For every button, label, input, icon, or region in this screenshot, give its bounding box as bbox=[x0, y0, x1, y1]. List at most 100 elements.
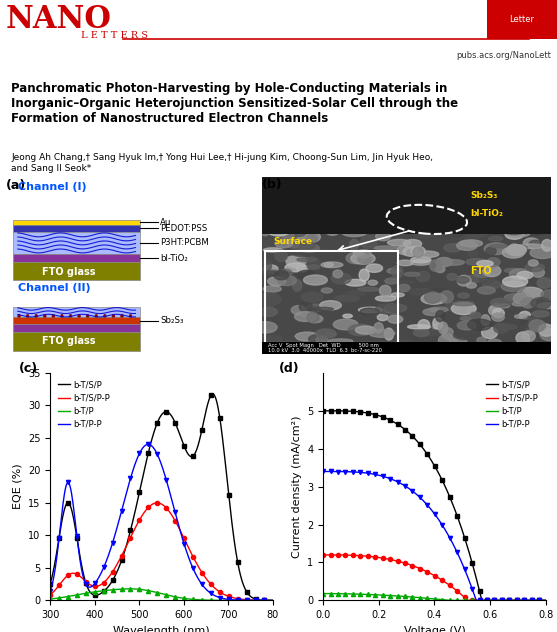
b-T/S/P-P bbox=[320, 551, 326, 559]
Ellipse shape bbox=[359, 307, 382, 313]
Text: (c): (c) bbox=[19, 362, 38, 375]
Ellipse shape bbox=[513, 245, 527, 251]
Ellipse shape bbox=[501, 224, 527, 234]
b-T/P-P bbox=[265, 597, 271, 604]
b-T/P bbox=[452, 597, 459, 604]
b-T/S/P bbox=[154, 419, 160, 427]
Text: L E T T E R S: L E T T E R S bbox=[81, 31, 148, 40]
b-T/S/P bbox=[479, 597, 486, 604]
Bar bbox=[265, 252, 398, 343]
Ellipse shape bbox=[433, 317, 443, 329]
b-T/P-P bbox=[180, 537, 187, 545]
Ellipse shape bbox=[266, 271, 279, 276]
Ellipse shape bbox=[256, 228, 279, 233]
Ellipse shape bbox=[524, 322, 549, 330]
Ellipse shape bbox=[283, 233, 300, 243]
Ellipse shape bbox=[321, 288, 333, 293]
Line: b-T/S/P: b-T/S/P bbox=[323, 411, 546, 600]
Ellipse shape bbox=[309, 307, 333, 311]
Line: b-T/P: b-T/P bbox=[50, 589, 273, 600]
Ellipse shape bbox=[525, 225, 547, 231]
Ellipse shape bbox=[396, 340, 413, 344]
b-T/S/P bbox=[320, 407, 326, 415]
Bar bbox=[262, 177, 551, 234]
Ellipse shape bbox=[255, 330, 275, 333]
Ellipse shape bbox=[409, 335, 423, 339]
Ellipse shape bbox=[413, 229, 433, 238]
Ellipse shape bbox=[369, 329, 395, 337]
Ellipse shape bbox=[413, 247, 423, 257]
Ellipse shape bbox=[335, 295, 359, 301]
Ellipse shape bbox=[453, 301, 474, 306]
Ellipse shape bbox=[457, 276, 471, 286]
Ellipse shape bbox=[538, 277, 551, 288]
Bar bbox=[13, 332, 140, 351]
Ellipse shape bbox=[490, 245, 507, 248]
Ellipse shape bbox=[316, 336, 328, 344]
b-T/S/P-P bbox=[543, 597, 549, 604]
Ellipse shape bbox=[518, 288, 544, 300]
Ellipse shape bbox=[521, 298, 536, 308]
Ellipse shape bbox=[264, 265, 278, 273]
Ellipse shape bbox=[359, 269, 369, 281]
Text: Letter: Letter bbox=[510, 15, 534, 24]
Ellipse shape bbox=[473, 270, 490, 277]
Bar bbox=[13, 262, 140, 280]
b-T/S/P bbox=[452, 506, 458, 514]
Polygon shape bbox=[70, 315, 72, 317]
Ellipse shape bbox=[432, 324, 446, 331]
Text: NANO: NANO bbox=[6, 4, 111, 35]
Text: Channel (I): Channel (I) bbox=[18, 182, 86, 191]
b-T/P-P bbox=[543, 597, 549, 604]
Polygon shape bbox=[113, 315, 115, 317]
Ellipse shape bbox=[506, 245, 526, 256]
Line: b-T/P-P: b-T/P-P bbox=[323, 471, 546, 600]
Ellipse shape bbox=[305, 308, 316, 313]
Ellipse shape bbox=[466, 275, 485, 282]
b-T/S/P-P bbox=[522, 597, 529, 604]
Ellipse shape bbox=[429, 307, 448, 312]
Ellipse shape bbox=[436, 257, 452, 267]
Ellipse shape bbox=[522, 331, 535, 341]
b-T/P bbox=[47, 595, 53, 603]
Ellipse shape bbox=[289, 241, 315, 250]
Text: Sb₂S₃: Sb₂S₃ bbox=[160, 316, 183, 325]
Ellipse shape bbox=[502, 247, 525, 258]
Ellipse shape bbox=[366, 264, 383, 272]
Ellipse shape bbox=[305, 257, 320, 269]
b-T/S/P-P bbox=[154, 499, 160, 507]
Ellipse shape bbox=[487, 258, 500, 267]
Ellipse shape bbox=[385, 304, 407, 312]
Ellipse shape bbox=[379, 285, 391, 296]
Ellipse shape bbox=[451, 303, 476, 315]
Ellipse shape bbox=[297, 270, 315, 279]
Ellipse shape bbox=[409, 288, 433, 295]
Ellipse shape bbox=[323, 293, 345, 298]
Ellipse shape bbox=[529, 320, 545, 332]
Text: (a): (a) bbox=[6, 179, 26, 191]
Ellipse shape bbox=[368, 280, 378, 285]
Ellipse shape bbox=[498, 304, 510, 308]
Text: FTO glass: FTO glass bbox=[42, 336, 96, 346]
Ellipse shape bbox=[355, 225, 374, 231]
b-T/S/P bbox=[167, 411, 174, 418]
b-T/S/P-P bbox=[465, 597, 472, 604]
Ellipse shape bbox=[415, 251, 439, 257]
Ellipse shape bbox=[483, 281, 501, 289]
b-T/S/P bbox=[456, 518, 463, 526]
b-T/P bbox=[265, 597, 271, 604]
Ellipse shape bbox=[480, 315, 498, 324]
Ellipse shape bbox=[286, 256, 307, 264]
b-T/P bbox=[320, 590, 326, 597]
Ellipse shape bbox=[416, 271, 430, 282]
Ellipse shape bbox=[440, 291, 453, 303]
Ellipse shape bbox=[505, 229, 524, 240]
Ellipse shape bbox=[384, 305, 399, 314]
Ellipse shape bbox=[494, 323, 508, 333]
Ellipse shape bbox=[286, 336, 296, 346]
Ellipse shape bbox=[333, 270, 343, 278]
Ellipse shape bbox=[411, 257, 431, 263]
Ellipse shape bbox=[460, 240, 482, 247]
Text: Au: Au bbox=[160, 218, 172, 227]
Ellipse shape bbox=[513, 293, 531, 304]
